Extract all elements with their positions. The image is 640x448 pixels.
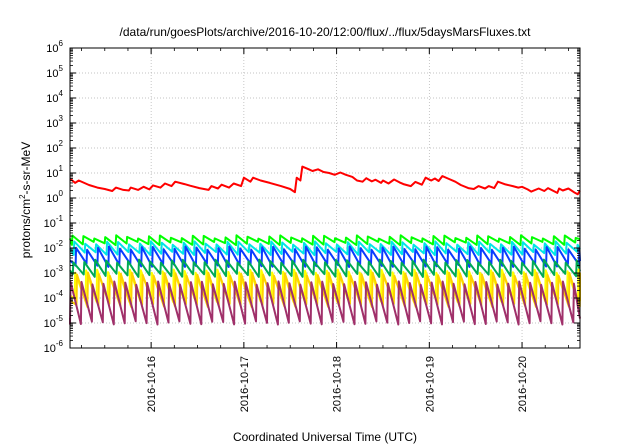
y-tick-label-base: 10 (44, 243, 56, 255)
x-tick-label: 2016-10-20 (517, 356, 529, 412)
series-line-7 (69, 271, 581, 308)
y-tick-label: 103 (46, 114, 63, 130)
y-axis-label-sup: 2 (18, 194, 27, 199)
y-tick-label: 101 (46, 164, 63, 180)
y-tick-label-base: 10 (46, 168, 58, 180)
y-tick-label-exp: 0 (59, 189, 64, 198)
series-line-8 (69, 280, 581, 326)
y-tick-label-base: 10 (46, 193, 58, 205)
y-tick-label-exp: 1 (59, 164, 64, 173)
y-tick-label-exp: 5 (59, 64, 64, 73)
y-tick-label: 10-2 (44, 239, 64, 255)
y-tick-label-exp: -6 (56, 339, 64, 348)
y-tick-label-exp: 2 (59, 139, 64, 148)
chart-title: /data/run/goesPlots/archive/2016-10-20/1… (120, 25, 532, 39)
y-tick-label: 10-3 (44, 264, 64, 280)
y-tick-label-base: 10 (46, 93, 58, 105)
y-tick-label-base: 10 (44, 218, 56, 230)
y-tick-label-exp: 3 (59, 114, 64, 123)
y-axis-label-rest: -s-sr-MeV (19, 142, 33, 195)
y-axis-label-base: protons/cm (19, 199, 33, 258)
y-tick-label-base: 10 (46, 43, 58, 55)
series-line-5 (69, 258, 581, 278)
y-tick-label-base: 10 (44, 343, 56, 355)
y-tick-label-exp: -5 (56, 314, 64, 323)
x-tick-label: 2016-10-19 (424, 356, 436, 412)
y-tick-label-base: 10 (46, 143, 58, 155)
y-tick-label: 105 (46, 64, 63, 80)
y-tick-label-exp: 6 (59, 39, 64, 48)
y-tick-label-base: 10 (44, 268, 56, 280)
y-tick-label: 10-1 (44, 214, 64, 230)
y-tick-label-exp: 4 (59, 89, 64, 98)
y-tick-label: 10-5 (44, 314, 64, 330)
y-tick-label-exp: -1 (56, 214, 64, 223)
y-tick-label: 100 (46, 189, 63, 205)
series-line-2 (69, 234, 581, 247)
y-tick-label-base: 10 (46, 68, 58, 80)
x-axis: 2016-10-16 2016-10-17 2016-10-18 2016-10-19… (81, 48, 569, 412)
y-tick-label-exp: -2 (56, 239, 64, 248)
y-tick-label: 10-4 (44, 289, 64, 305)
y-tick-label-base: 10 (44, 318, 56, 330)
y-tick-label: 106 (46, 39, 63, 55)
y-tick-label: 104 (46, 89, 63, 105)
series-line-3 (69, 240, 581, 257)
y-tick-label-exp: -4 (56, 289, 64, 298)
y-tick-label-base: 10 (46, 118, 58, 130)
x-axis-label: Coordinated Universal Time (UTC) (233, 430, 417, 444)
y-axis-label: protons/cm2-s-sr-MeV (18, 142, 33, 258)
y-tick-label-base: 10 (44, 293, 56, 305)
series-line-1 (69, 165, 581, 196)
y-tick-label: 10-6 (44, 339, 64, 355)
x-tick-label: 2016-10-17 (239, 356, 251, 412)
series-group (69, 165, 581, 326)
y-axis: 10-610-510-410-310-210-11001011021031041… (44, 39, 580, 355)
y-tick-label: 102 (46, 139, 63, 155)
x-tick-label: 2016-10-16 (146, 356, 158, 412)
x-tick-label: 2016-10-18 (332, 356, 344, 412)
y-tick-label-exp: -3 (56, 264, 64, 273)
